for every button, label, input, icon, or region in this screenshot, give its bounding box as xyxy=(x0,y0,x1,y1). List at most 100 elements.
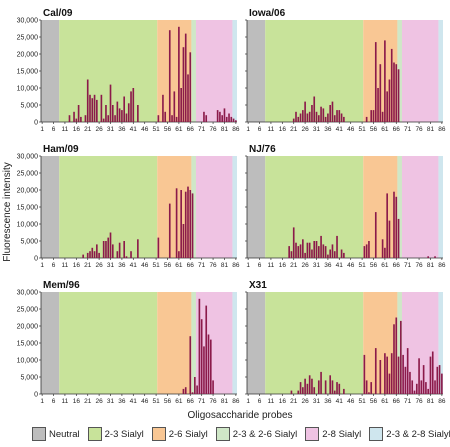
legend-label: 2-3 & 2-8 Sialyl xyxy=(386,428,450,440)
bar xyxy=(306,113,309,122)
bar xyxy=(178,26,180,122)
x-tick-label: 76 xyxy=(415,398,423,405)
region-2-3-2-8-sialyl xyxy=(232,156,237,258)
bar xyxy=(415,383,418,394)
bar xyxy=(340,113,343,122)
bar xyxy=(223,108,226,122)
bar xyxy=(123,96,126,122)
bar xyxy=(221,115,224,122)
x-tick-label: 81 xyxy=(427,398,435,405)
legend-item: 2-6 Sialyl xyxy=(151,427,208,441)
region-neutral xyxy=(41,156,60,258)
x-tick-label: 86 xyxy=(232,262,240,269)
bar xyxy=(302,387,304,394)
x-tick-label: 56 xyxy=(164,262,172,269)
x-tick-label: 36 xyxy=(324,126,332,133)
bar xyxy=(336,110,338,122)
bar xyxy=(411,380,414,394)
bar xyxy=(114,115,116,122)
legend-label: Neutral xyxy=(49,428,80,440)
bar xyxy=(306,242,309,258)
bar xyxy=(216,110,219,122)
bar xyxy=(84,115,87,122)
bar xyxy=(182,47,185,123)
bar xyxy=(116,251,119,258)
bar xyxy=(431,351,434,394)
y-tick-label: 0 xyxy=(34,120,38,127)
x-tick-label: 1 xyxy=(40,126,44,133)
x-tick-label: 36 xyxy=(118,262,126,269)
bar xyxy=(397,218,400,258)
region-2-3-2-8-sialyl xyxy=(438,20,443,122)
x-tick-label: 41 xyxy=(130,398,138,405)
bar xyxy=(230,116,233,122)
bar xyxy=(205,115,208,122)
bar xyxy=(86,79,89,122)
legend-swatch xyxy=(305,427,320,441)
bar xyxy=(111,105,114,122)
bar xyxy=(184,387,187,394)
bar xyxy=(320,371,322,394)
bar xyxy=(121,110,123,122)
panel-title: Iowa/06 xyxy=(249,8,286,19)
bar xyxy=(327,254,329,258)
bar xyxy=(317,380,320,394)
bar xyxy=(413,390,416,394)
legend-label: 2-8 Sialyl xyxy=(322,428,362,440)
bar xyxy=(207,334,210,394)
bar xyxy=(393,324,395,394)
bar xyxy=(189,52,192,122)
bar xyxy=(343,388,345,394)
region-2-3-sialyl xyxy=(59,292,158,394)
x-tick-label: 66 xyxy=(393,398,401,405)
x-tick-label: 16 xyxy=(279,262,287,269)
bar xyxy=(73,111,75,122)
region-2-3-2-8-sialyl xyxy=(232,20,237,122)
legend-label: 2-6 Sialyl xyxy=(168,428,208,440)
x-tick-label: 51 xyxy=(152,126,160,133)
y-tick-label: 25,000 xyxy=(17,35,39,42)
y-tick-label: 15,000 xyxy=(17,205,39,212)
bar xyxy=(93,251,96,258)
bar xyxy=(308,242,311,258)
x-tick-label: 21 xyxy=(84,398,92,405)
x-tick-label: 51 xyxy=(152,262,160,269)
bar xyxy=(368,392,370,394)
bar xyxy=(338,110,341,122)
bar xyxy=(205,305,208,394)
x-tick-label: 46 xyxy=(347,126,355,133)
bar xyxy=(331,380,334,394)
bar xyxy=(393,191,395,258)
y-tick-label: 10,000 xyxy=(17,222,39,229)
x-tick-label: 41 xyxy=(130,126,138,133)
bar xyxy=(175,116,178,122)
region-2-8-sialyl xyxy=(401,20,439,122)
bar xyxy=(386,91,388,122)
x-tick-label: 31 xyxy=(313,398,321,405)
bar xyxy=(109,232,112,258)
legend-label: 2-3 & 2-6 Sialyl xyxy=(232,428,298,440)
x-tick-label: 71 xyxy=(198,262,206,269)
bar xyxy=(422,365,425,394)
x-tick-label: 21 xyxy=(84,262,92,269)
x-tick-label: 31 xyxy=(107,398,115,405)
bar xyxy=(438,365,441,394)
x-tick-label: 86 xyxy=(438,398,446,405)
y-tick-label: 30,000 xyxy=(17,290,39,297)
bar xyxy=(209,339,212,394)
panel-iowa-06: 1 6 11 16 21 26 31 36 41 46 51 56 61 66 71 76 81 86Iowa/0… xyxy=(245,8,446,133)
x-tick-label: 6 xyxy=(52,262,56,269)
bar xyxy=(299,244,302,258)
x-tick-label: 21 xyxy=(290,126,298,133)
y-tick-label: 20,000 xyxy=(17,188,39,195)
x-tick-label: 36 xyxy=(118,126,126,133)
bar xyxy=(299,382,302,394)
x-tick-label: 46 xyxy=(141,126,149,133)
x-tick-label: 56 xyxy=(370,398,378,405)
bar xyxy=(397,69,400,122)
